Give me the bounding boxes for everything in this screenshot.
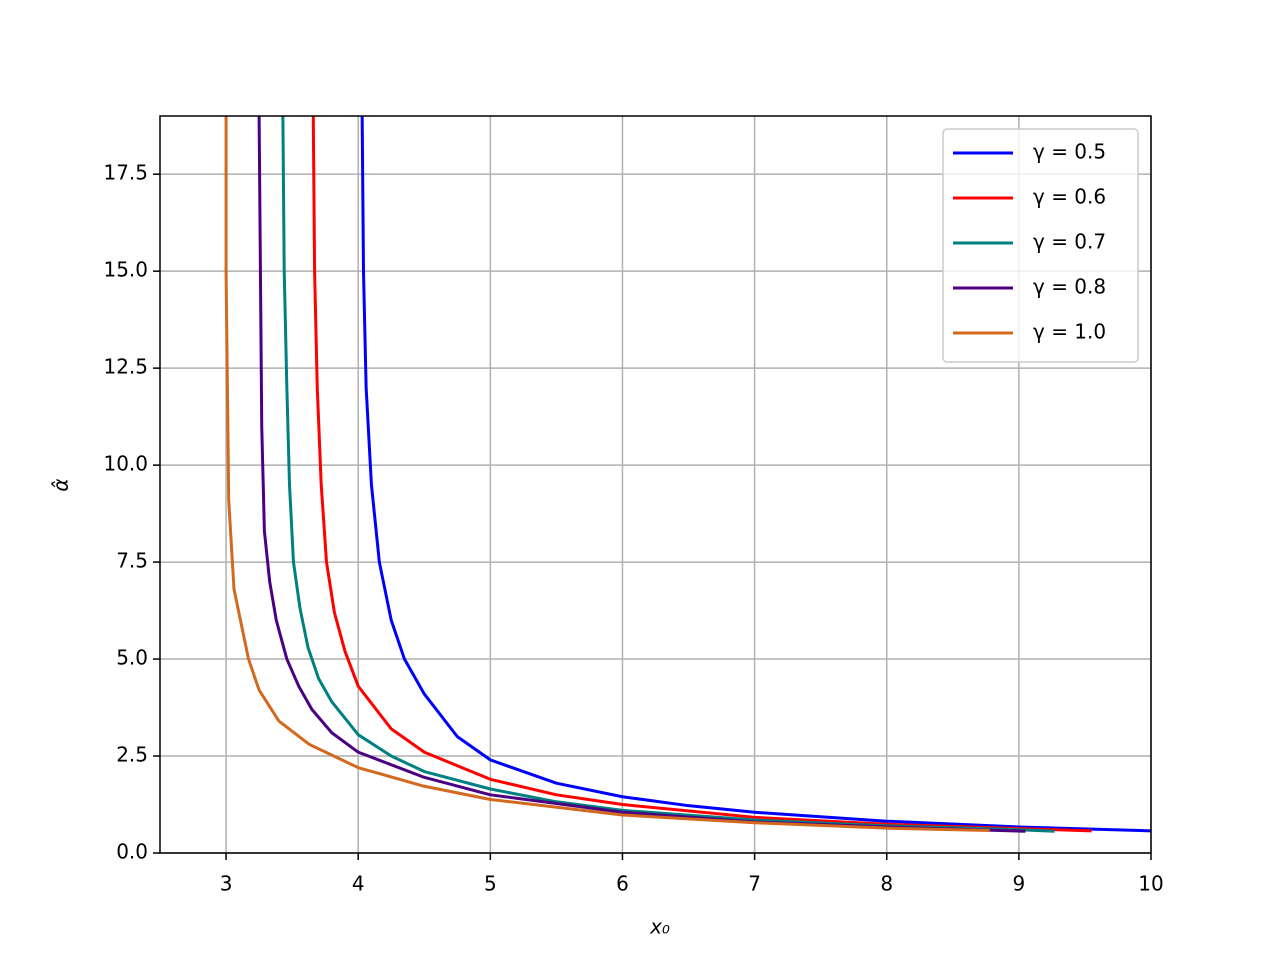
legend-label: γ = 1.0: [1033, 320, 1106, 344]
x-tick-label: 10: [1138, 872, 1163, 896]
series-line: [224, 116, 990, 833]
legend-label: γ = 0.6: [1033, 185, 1106, 209]
y-tick-label: 12.5: [103, 355, 148, 379]
series-line: [281, 116, 1055, 833]
y-tick-label: 0.0: [116, 840, 148, 864]
y-axis-label: α̂: [49, 478, 73, 491]
ticks: 3 4 5 6 7 8 9 10 0.0 2.5 5.0 7.5 10.0 12.5 15.0 17.5: [103, 161, 1163, 896]
y-tick-label: 10.0: [103, 452, 148, 476]
x-tick-label: 6: [616, 872, 629, 896]
x-tick-label: 9: [1012, 872, 1025, 896]
plot-lines: [224, 116, 1151, 833]
legend-label: γ = 0.8: [1033, 275, 1106, 299]
legend-label: γ = 0.5: [1033, 140, 1106, 164]
y-tick-label: 17.5: [103, 161, 148, 185]
legend: γ = 0.5 γ = 0.6 γ = 0.7 γ = 0.8 γ = 1.0: [942, 128, 1139, 363]
x-tick-label: 4: [352, 872, 365, 896]
series-line: [311, 116, 1092, 833]
x-tick-label: 8: [880, 872, 893, 896]
legend-box: [942, 128, 1139, 363]
x-tick-label: 3: [220, 872, 233, 896]
x-axis-label: x₀: [649, 915, 670, 939]
legend-label: γ = 0.7: [1033, 230, 1106, 254]
y-tick-label: 15.0: [103, 258, 148, 282]
y-tick-label: 2.5: [116, 743, 148, 767]
axes-frame: [159, 115, 1152, 854]
y-tick-label: 7.5: [116, 549, 148, 573]
y-tick-label: 5.0: [116, 646, 148, 670]
x-tick-label: 5: [484, 872, 497, 896]
series-line: [360, 116, 1151, 833]
x-tick-label: 7: [748, 872, 761, 896]
series-line: [257, 116, 1026, 833]
